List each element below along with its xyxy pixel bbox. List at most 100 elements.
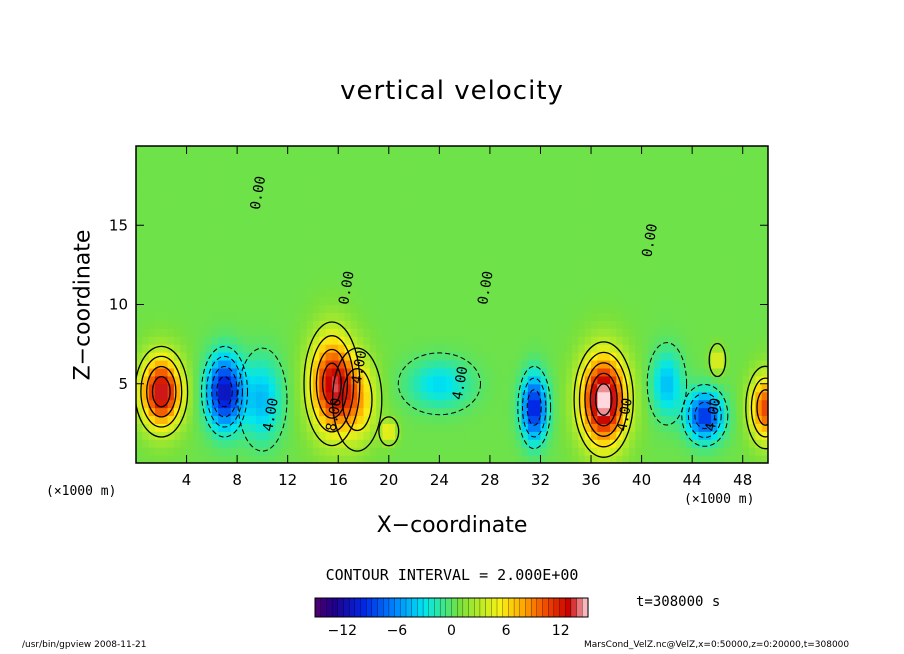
heatmap-cell xyxy=(483,359,491,369)
heatmap-cell xyxy=(673,431,681,440)
x-tick-label: 16 xyxy=(329,471,348,489)
heatmap-cell xyxy=(199,431,207,440)
heatmap-cell xyxy=(496,280,504,290)
heatmap-cell xyxy=(698,296,706,306)
heatmap-cell xyxy=(319,431,327,440)
heatmap-cell xyxy=(192,209,200,218)
heatmap-cell xyxy=(616,177,624,187)
heatmap-cell xyxy=(761,399,768,409)
heatmap-cell xyxy=(685,383,693,393)
heatmap-cell xyxy=(761,264,768,274)
heatmap-cell xyxy=(249,193,257,203)
x-tick-label: 32 xyxy=(531,471,550,489)
heatmap-cell xyxy=(673,241,681,250)
heatmap-cell xyxy=(420,233,428,242)
heatmap-cell xyxy=(331,185,339,195)
heatmap-cell xyxy=(433,177,440,187)
heatmap-cell xyxy=(230,288,238,298)
heatmap-cell xyxy=(224,312,232,321)
heatmap-cell xyxy=(262,201,270,210)
heatmap-cell xyxy=(711,391,719,401)
heatmap-cell xyxy=(610,241,617,250)
heatmap-cell xyxy=(673,312,681,321)
heatmap-cell xyxy=(458,193,466,203)
heatmap-cell xyxy=(508,280,516,290)
heatmap-cell xyxy=(243,367,251,377)
heatmap-cell xyxy=(628,249,636,258)
heatmap-cell xyxy=(344,304,352,314)
heatmap-cell xyxy=(211,455,219,463)
heatmap-cell xyxy=(142,288,150,298)
heatmap-cell xyxy=(357,233,365,242)
heatmap-cell xyxy=(616,280,624,290)
heatmap-cell xyxy=(521,185,529,195)
heatmap-cell xyxy=(711,312,719,321)
heatmap-cell xyxy=(483,312,491,321)
heatmap-cell xyxy=(331,455,339,463)
heatmap-cell xyxy=(420,415,428,424)
heatmap-cell xyxy=(489,153,497,163)
heatmap-cell xyxy=(534,431,542,440)
heatmap-cell xyxy=(173,407,181,417)
heatmap-cell xyxy=(603,383,611,393)
heatmap-cell xyxy=(237,241,245,250)
heatmap-cell xyxy=(527,225,535,234)
heatmap-cell xyxy=(249,146,257,155)
heatmap-cell xyxy=(452,455,459,463)
heatmap-cell xyxy=(679,455,687,463)
heatmap-cell xyxy=(180,177,188,187)
heatmap-cell xyxy=(211,225,219,234)
heatmap-cell xyxy=(717,280,725,290)
heatmap-cell xyxy=(610,225,617,234)
heatmap-cell xyxy=(698,383,706,393)
heatmap-cell xyxy=(300,431,308,440)
heatmap-cell xyxy=(704,249,712,258)
heatmap-cell xyxy=(180,447,188,456)
heatmap-cell xyxy=(502,280,510,290)
heatmap-cell xyxy=(755,185,763,195)
heatmap-cell xyxy=(287,161,295,171)
heatmap-cell xyxy=(711,209,719,218)
heatmap-cell xyxy=(211,399,219,409)
heatmap-cell xyxy=(369,296,377,306)
heatmap-cell xyxy=(224,201,232,210)
heatmap-cell xyxy=(357,146,365,155)
heatmap-cell xyxy=(369,455,377,463)
heatmap-cell xyxy=(319,328,327,337)
heatmap-cell xyxy=(692,431,700,440)
heatmap-cell xyxy=(534,304,542,314)
heatmap-cell xyxy=(572,344,579,353)
heatmap-cell xyxy=(622,367,630,377)
heatmap-cell xyxy=(180,153,188,163)
heatmap-cell xyxy=(489,280,497,290)
heatmap-cell xyxy=(597,161,605,171)
heatmap-cell xyxy=(749,455,756,463)
heatmap-cell xyxy=(199,280,207,290)
heatmap-cell xyxy=(262,146,270,155)
heatmap-cell xyxy=(578,399,586,409)
heatmap-cell xyxy=(294,185,301,195)
heatmap-cell xyxy=(426,407,434,417)
heatmap-cell xyxy=(205,439,213,448)
heatmap-cell xyxy=(647,264,655,274)
heatmap-cell xyxy=(685,344,693,353)
heatmap-cell xyxy=(294,312,301,321)
heatmap-cell xyxy=(591,304,598,314)
heatmap-cell xyxy=(736,249,744,258)
heatmap-cell xyxy=(287,264,295,274)
heatmap-cell xyxy=(477,296,485,306)
heatmap-cell xyxy=(344,407,352,417)
heatmap-cell xyxy=(572,225,579,234)
heatmap-cell xyxy=(395,201,403,210)
heatmap-cell xyxy=(673,146,681,155)
heatmap-cell xyxy=(148,288,156,298)
heatmap-cell xyxy=(546,153,554,163)
heatmap-cell xyxy=(755,288,763,298)
heatmap-cell xyxy=(369,249,377,258)
heatmap-cell xyxy=(300,225,308,234)
heatmap-cell xyxy=(237,415,245,424)
heatmap-cell xyxy=(685,185,693,195)
heatmap-cell xyxy=(445,146,453,155)
heatmap-cell xyxy=(553,169,561,179)
heatmap-cell xyxy=(344,209,352,218)
